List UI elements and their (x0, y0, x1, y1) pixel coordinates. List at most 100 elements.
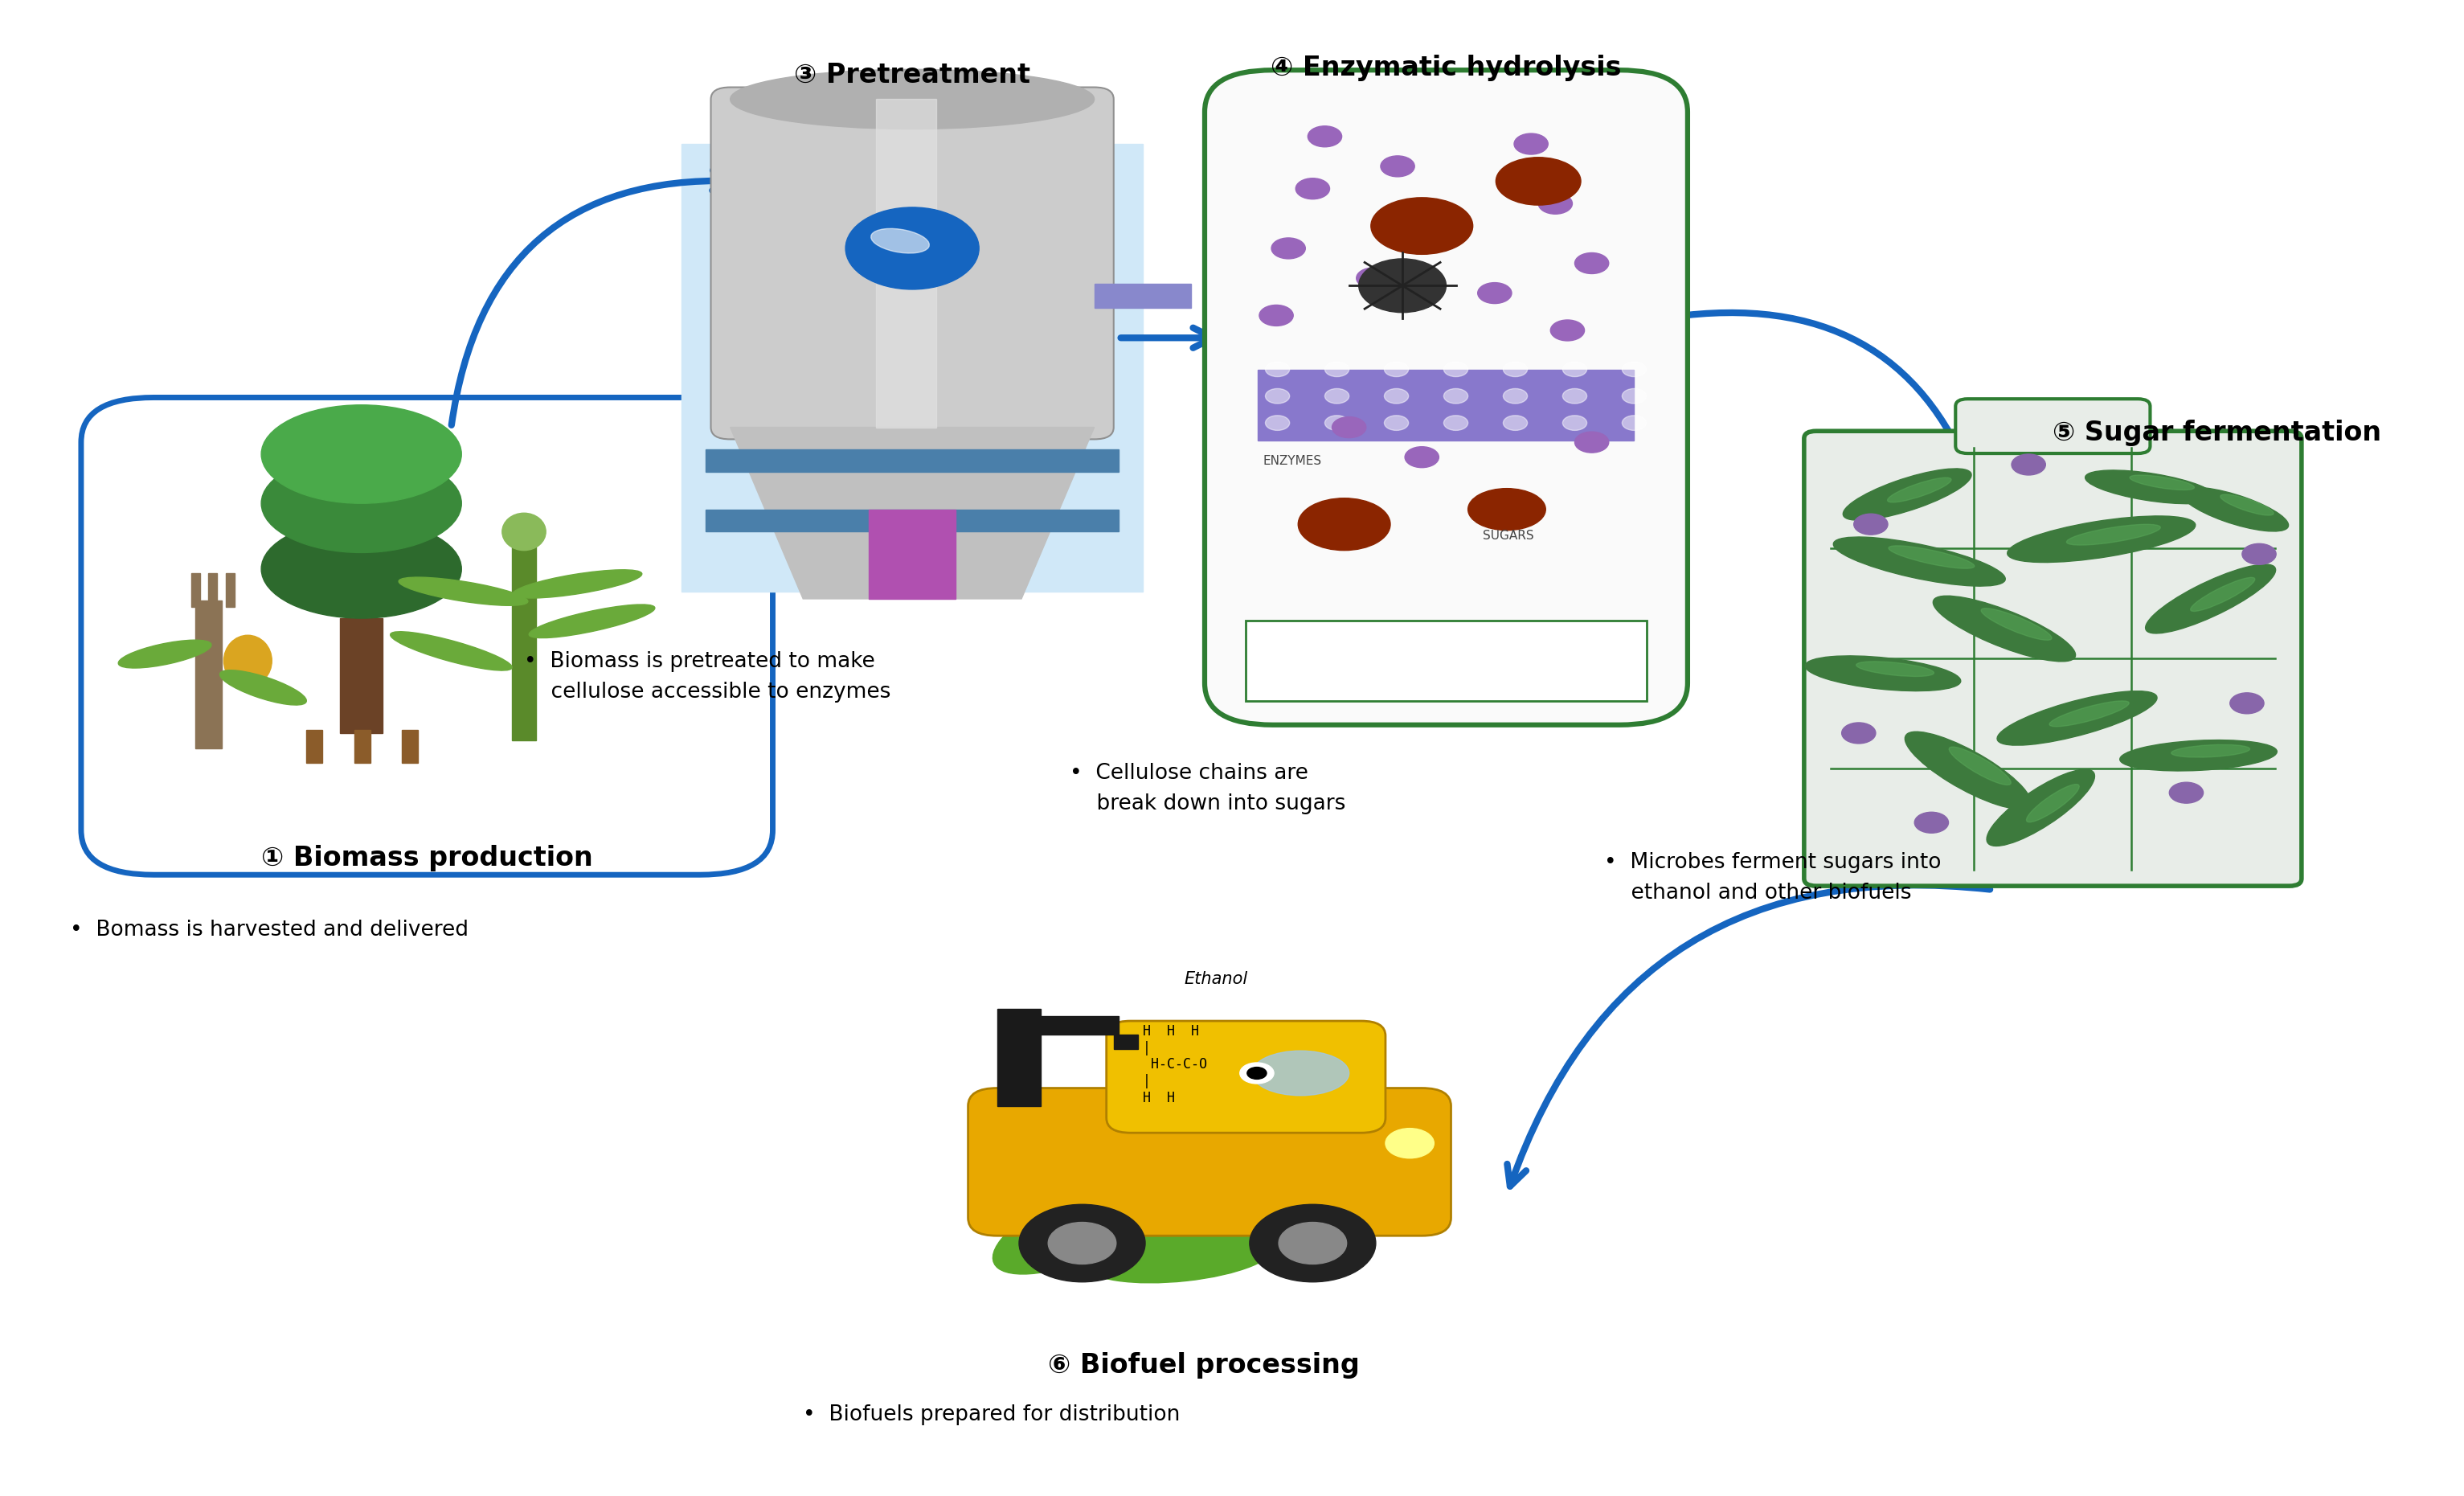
FancyBboxPatch shape (968, 1088, 1451, 1236)
Ellipse shape (224, 636, 271, 687)
Circle shape (1915, 812, 1949, 833)
Ellipse shape (1998, 691, 2156, 745)
Ellipse shape (503, 513, 547, 551)
Circle shape (1513, 133, 1547, 154)
Ellipse shape (1259, 1144, 1390, 1216)
Circle shape (1247, 1067, 1266, 1079)
Ellipse shape (1934, 595, 2075, 661)
Circle shape (1385, 362, 1409, 377)
FancyBboxPatch shape (1804, 431, 2301, 886)
Ellipse shape (2181, 488, 2289, 531)
Bar (306, 730, 323, 763)
Ellipse shape (729, 69, 1094, 129)
Circle shape (1385, 389, 1409, 404)
Text: ③ Pretreatment: ③ Pretreatment (793, 61, 1030, 88)
Ellipse shape (2171, 745, 2250, 757)
Circle shape (1326, 362, 1350, 377)
Bar (1094, 284, 1190, 308)
Bar (355, 730, 370, 763)
Circle shape (1562, 362, 1587, 377)
Bar (227, 573, 234, 607)
Ellipse shape (219, 670, 306, 705)
Bar (683, 144, 1143, 591)
Circle shape (1020, 1204, 1146, 1282)
Text: ⑥ Biofuel processing: ⑥ Biofuel processing (1047, 1352, 1360, 1379)
Circle shape (1047, 1222, 1116, 1264)
Ellipse shape (2119, 741, 2277, 770)
Ellipse shape (1905, 732, 2030, 809)
Ellipse shape (261, 519, 461, 618)
Bar (998, 1008, 1040, 1106)
Ellipse shape (1496, 157, 1582, 205)
Ellipse shape (2129, 476, 2195, 489)
Circle shape (1841, 723, 1875, 744)
FancyBboxPatch shape (1956, 399, 2151, 453)
Circle shape (1444, 416, 1469, 431)
Ellipse shape (1949, 747, 2011, 785)
Circle shape (1326, 389, 1350, 404)
Circle shape (1385, 1128, 1434, 1158)
Circle shape (2168, 782, 2203, 803)
Text: SUGARS: SUGARS (1483, 530, 1533, 542)
Ellipse shape (1887, 477, 1951, 503)
Bar (1114, 1034, 1138, 1049)
Ellipse shape (1370, 197, 1473, 254)
FancyBboxPatch shape (1247, 621, 1646, 702)
Ellipse shape (399, 577, 527, 606)
Bar (195, 600, 222, 748)
Circle shape (1358, 259, 1446, 313)
Ellipse shape (1855, 661, 1934, 676)
Polygon shape (729, 428, 1094, 598)
Ellipse shape (261, 455, 461, 552)
Circle shape (1503, 362, 1528, 377)
Ellipse shape (1843, 468, 1971, 521)
Ellipse shape (2085, 470, 2215, 504)
Bar (870, 509, 956, 598)
Circle shape (1853, 513, 1887, 534)
Circle shape (1279, 1222, 1348, 1264)
Circle shape (1296, 178, 1331, 199)
Ellipse shape (513, 570, 643, 598)
Ellipse shape (1252, 1050, 1350, 1095)
Circle shape (1444, 389, 1469, 404)
Circle shape (1503, 389, 1528, 404)
Ellipse shape (1887, 546, 1974, 568)
Text: ⑤ Sugar fermentation: ⑤ Sugar fermentation (2053, 420, 2383, 446)
Ellipse shape (845, 208, 978, 289)
Ellipse shape (1469, 489, 1545, 530)
Circle shape (1355, 268, 1390, 289)
Text: •  Biomass is pretreated to make
    cellulose accessible to enzymes: • Biomass is pretreated to make cellulos… (525, 651, 892, 703)
Circle shape (1574, 432, 1609, 453)
Text: •  Bomass is harvested and delivered: • Bomass is harvested and delivered (69, 920, 468, 941)
Circle shape (1538, 193, 1572, 214)
Bar (707, 509, 1119, 531)
Text: •  Cellulose chains are
    break down into sugars: • Cellulose chains are break down into s… (1069, 763, 1345, 814)
Circle shape (1266, 389, 1289, 404)
Circle shape (1333, 417, 1365, 438)
Circle shape (2242, 543, 2277, 564)
Ellipse shape (1220, 1182, 1382, 1239)
Text: •  Biofuels prepared for distribution: • Biofuels prepared for distribution (803, 1405, 1180, 1426)
Circle shape (1326, 416, 1350, 431)
FancyBboxPatch shape (81, 398, 774, 875)
Ellipse shape (1806, 655, 1961, 691)
Circle shape (1249, 1204, 1375, 1282)
Circle shape (1550, 320, 1584, 341)
Bar (1040, 1016, 1119, 1034)
Bar (209, 573, 217, 607)
Ellipse shape (2008, 516, 2195, 562)
Circle shape (1271, 238, 1306, 259)
Ellipse shape (118, 640, 212, 669)
Circle shape (1574, 253, 1609, 274)
Ellipse shape (530, 604, 655, 637)
Ellipse shape (2190, 577, 2255, 612)
Ellipse shape (261, 405, 461, 503)
Bar (340, 618, 382, 733)
Ellipse shape (1010, 1140, 1104, 1221)
Circle shape (1404, 447, 1439, 468)
Ellipse shape (1986, 769, 2094, 847)
Ellipse shape (389, 631, 513, 670)
Circle shape (1621, 416, 1646, 431)
Circle shape (1239, 1062, 1274, 1083)
Text: ENZYMES: ENZYMES (1264, 455, 1321, 467)
